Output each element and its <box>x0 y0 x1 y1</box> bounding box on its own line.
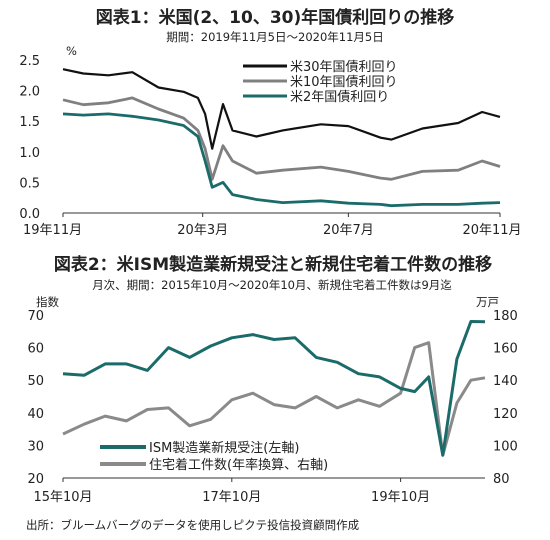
chart1-legend-label: 米2年国債利回り <box>290 90 389 105</box>
chart2-legend-label: ISM製造業新規受注(左軸) <box>149 440 299 456</box>
chart1-x-tick: 20年7月 <box>323 223 374 238</box>
chart1-x-tick: 19年11月 <box>23 223 82 238</box>
chart2-left-y-tick: 40 <box>27 407 44 422</box>
chart2-right-axis-label: 万戸 <box>476 295 499 309</box>
chart2-left-axis-label: 指数 <box>36 295 59 309</box>
chart2-x-tick: 19年10月 <box>371 490 430 505</box>
chart2-left-y-tick: 30 <box>27 439 44 454</box>
chart2-series-line-1 <box>62 320 486 457</box>
chart2-series-line-2 <box>62 341 486 457</box>
chart1-legend-label: 米10年国債利回り <box>290 75 398 90</box>
chart1-subtitle: 期間：2019年11月5日～2020年11月5日 <box>166 30 383 44</box>
chart2-right-y-tick: 120 <box>493 407 518 422</box>
chart1-y-tick: 2.0 <box>19 85 40 100</box>
chart1-y-tick: 0.5 <box>19 176 40 191</box>
chart1-y-tick: 2.5 <box>19 54 40 69</box>
chart2-x-tick: 15年10月 <box>33 490 92 505</box>
chart2-legend: ISM製造業新規受注(左軸)住宅着工件数(年率換算、右軸) <box>94 432 412 473</box>
chart1-y-tick: 1.0 <box>19 146 40 161</box>
chart1-series-line-1 <box>62 68 501 150</box>
chart2-right-y-tick: 80 <box>493 472 510 487</box>
chart2-left-y-tick: 60 <box>27 342 44 357</box>
chart2-right-y-tick: 140 <box>493 374 518 389</box>
chart2-right-y-tick: 160 <box>493 342 518 357</box>
chart1-series-line-2 <box>62 96 501 181</box>
chart2-left-y-tick: 50 <box>27 374 44 389</box>
chart2-left-y-tick: 70 <box>27 309 44 324</box>
chart1-series-line-3 <box>62 112 501 208</box>
chart1-y-tick: 0.0 <box>19 207 40 222</box>
chart1-y-tick: 1.5 <box>19 115 40 130</box>
chart2-right-y-tick: 180 <box>493 309 518 324</box>
chart1-unit: % <box>66 44 77 58</box>
chart2-x-tick: 17年10月 <box>202 490 261 505</box>
chart2-legend-background <box>94 432 412 472</box>
source-note: 出所：ブルームバーグのデータを使用しピクテ投信投資顧問作成 <box>26 518 360 532</box>
chart1-title: 図表1：米国(2、10、30)年国債利回りの推移 <box>96 7 455 28</box>
chart2-subtitle: 月次、期間：2015年10月～2020年10月、新規住宅着工件数は9月迄 <box>92 278 452 292</box>
chart1-x-tick: 20年3月 <box>177 223 228 238</box>
chart2-right-y-tick: 100 <box>493 439 518 454</box>
chart2-title: 図表2：米ISM製造業新規受注と新規住宅着工件数の推移 <box>54 254 492 275</box>
chart1-x-tick: 20年11月 <box>462 223 521 238</box>
chart2-left-y-tick: 20 <box>27 472 44 487</box>
chart1-legend-label: 米30年国債利回り <box>290 60 398 75</box>
chart2-legend-label: 住宅着工件数(年率換算、右軸) <box>149 457 328 473</box>
